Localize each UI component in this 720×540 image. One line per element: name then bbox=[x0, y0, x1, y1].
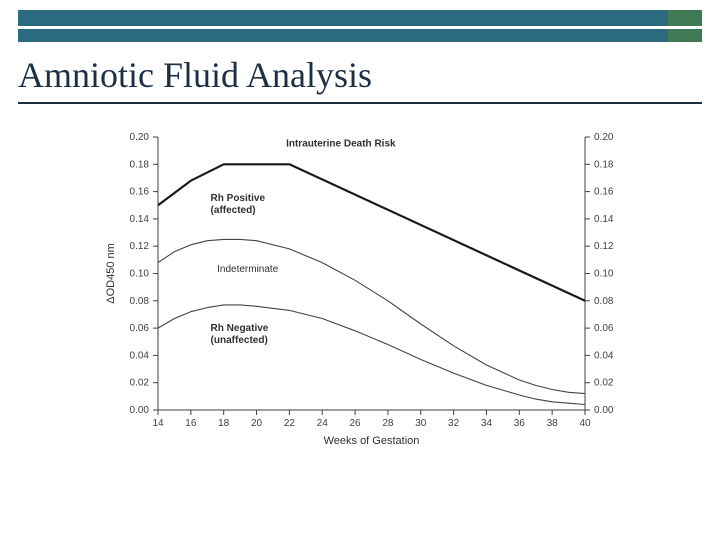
y-tick-label-right: 0.16 bbox=[594, 187, 614, 198]
y-tick-label-right: 0.10 bbox=[594, 269, 614, 280]
y-axis-title: ΔOD450 nm bbox=[105, 243, 117, 304]
y-tick-label-left: 0.02 bbox=[130, 378, 150, 389]
series-rh-negative-unaffected bbox=[158, 305, 585, 405]
label-rh-negative: (unaffected) bbox=[211, 335, 268, 346]
y-tick-label-right: 0.12 bbox=[594, 241, 614, 252]
x-tick-label: 32 bbox=[448, 418, 460, 429]
label-intrauterine-death-risk: Intrauterine Death Risk bbox=[286, 139, 396, 150]
x-tick-label: 26 bbox=[350, 418, 362, 429]
header-divider bbox=[18, 26, 702, 29]
y-tick-label-left: 0.04 bbox=[130, 350, 150, 361]
x-tick-label: 18 bbox=[218, 418, 230, 429]
slide-title: Amniotic Fluid Analysis bbox=[18, 54, 372, 96]
title-underline bbox=[18, 102, 702, 104]
y-tick-label-left: 0.08 bbox=[130, 296, 150, 307]
y-tick-label-left: 0.00 bbox=[130, 405, 150, 416]
y-tick-label-left: 0.18 bbox=[130, 159, 150, 170]
y-tick-label-left: 0.12 bbox=[130, 241, 150, 252]
series-intrauterine-death-risk bbox=[158, 164, 585, 300]
x-tick-label: 38 bbox=[547, 418, 559, 429]
y-tick-label-right: 0.08 bbox=[594, 296, 614, 307]
y-tick-label-left: 0.14 bbox=[130, 214, 150, 225]
y-tick-label-left: 0.20 bbox=[130, 132, 150, 143]
y-tick-label-right: 0.00 bbox=[594, 405, 614, 416]
y-tick-label-left: 0.16 bbox=[130, 187, 150, 198]
x-tick-label: 34 bbox=[481, 418, 493, 429]
x-tick-label: 28 bbox=[382, 418, 394, 429]
x-tick-label: 36 bbox=[514, 418, 526, 429]
x-tick-label: 22 bbox=[284, 418, 296, 429]
x-tick-label: 24 bbox=[317, 418, 329, 429]
liley-chart: 14 16 18 20 22 24 26 28 30 32 34 36 38 40 Weeks of Ges… bbox=[100, 125, 620, 465]
x-tick-label: 14 bbox=[152, 418, 164, 429]
x-tick-label: 40 bbox=[579, 418, 591, 429]
label-rh-negative: Rh Negative bbox=[211, 323, 269, 334]
y-tick-label-right: 0.02 bbox=[594, 378, 614, 389]
y-tick-label-right: 0.20 bbox=[594, 132, 614, 143]
x-tick-label: 16 bbox=[185, 418, 197, 429]
y-tick-label-right: 0.18 bbox=[594, 159, 614, 170]
x-axis-title: Weeks of Gestation bbox=[324, 435, 420, 447]
label-rh-positive: Rh Positive bbox=[211, 193, 266, 204]
label-indeterminate: Indeterminate bbox=[217, 264, 279, 275]
y-tick-label-left: 0.06 bbox=[130, 323, 150, 334]
y-tick-label-right: 0.06 bbox=[594, 323, 614, 334]
chart-svg: 14 16 18 20 22 24 26 28 30 32 34 36 38 40 Weeks of Ges… bbox=[100, 125, 620, 465]
y-tick-label-right: 0.04 bbox=[594, 350, 614, 361]
x-tick-label: 30 bbox=[415, 418, 427, 429]
series-rh-positive-affected bbox=[158, 239, 585, 393]
x-tick-label: 20 bbox=[251, 418, 263, 429]
y-tick-label-right: 0.14 bbox=[594, 214, 614, 225]
label-rh-positive: (affected) bbox=[211, 205, 256, 216]
header-bar bbox=[18, 10, 702, 42]
y-tick-label-left: 0.10 bbox=[130, 269, 150, 280]
